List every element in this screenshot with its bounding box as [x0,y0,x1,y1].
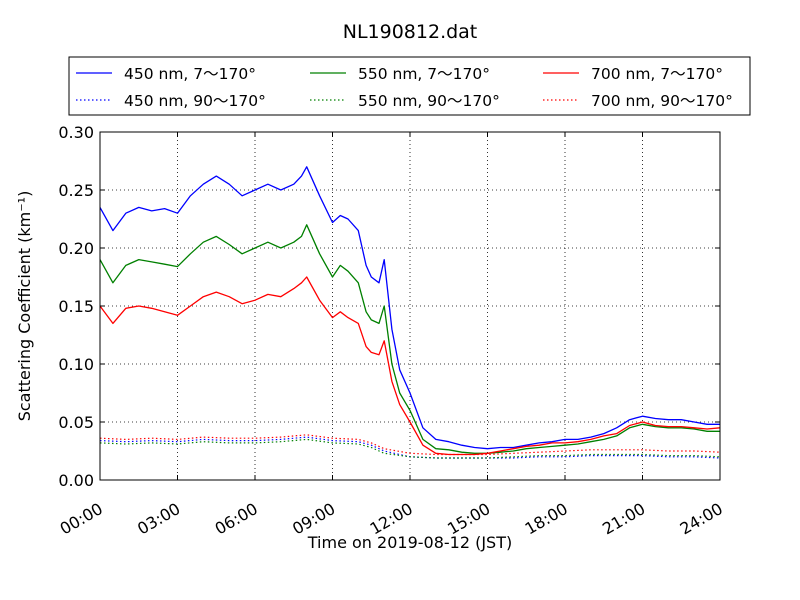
legend-label-2: 550 nm, 7～170° [358,65,490,83]
series-line-4 [99,276,721,456]
y-tick-label: 0.05 [58,413,94,432]
y-axis-label: Scattering Coefficient (km⁻¹) [15,191,34,422]
x-axis-label: Time on 2019-08-12 (JST) [307,533,512,552]
axis-ticks: 00:00 03:00 06:00 09:00 12:00 15:00 18:00 21:00… [57,123,726,539]
x-tick-label: 00:00 [57,499,106,539]
y-tick-label: 0.20 [58,239,94,258]
legend-label-1: 450 nm, 90～170° [124,92,266,110]
y-tick-label: 0.10 [58,355,94,374]
x-tick-label: 24:00 [677,499,726,539]
legend-box [68,56,751,116]
series-line-2 [99,224,720,454]
legend-label-5: 700 nm, 90～170° [591,92,733,110]
y-tick-label: 0.25 [58,181,94,200]
y-tick-label: 0.30 [58,123,94,142]
y-tick-label: 0.15 [58,297,94,316]
legend-label-3: 550 nm, 90～170° [358,92,500,110]
series-line-0 [99,166,720,450]
legend-label-4: 700 nm, 7～170° [591,65,723,83]
legend-label-0: 450 nm, 7～170° [124,65,256,83]
y-tick-label: 0.00 [58,471,94,490]
legend: 450 nm, 7～170° 450 nm, 90～170° 550 nm, 7～1… [68,56,751,116]
x-tick-label: 06:00 [212,499,261,539]
x-tick-label: 03:00 [134,499,183,539]
chart-title: NL190812.dat [343,21,478,43]
x-tick-label: 21:00 [599,499,648,539]
x-tick-label: 18:00 [522,499,571,539]
series-layer [99,166,721,459]
